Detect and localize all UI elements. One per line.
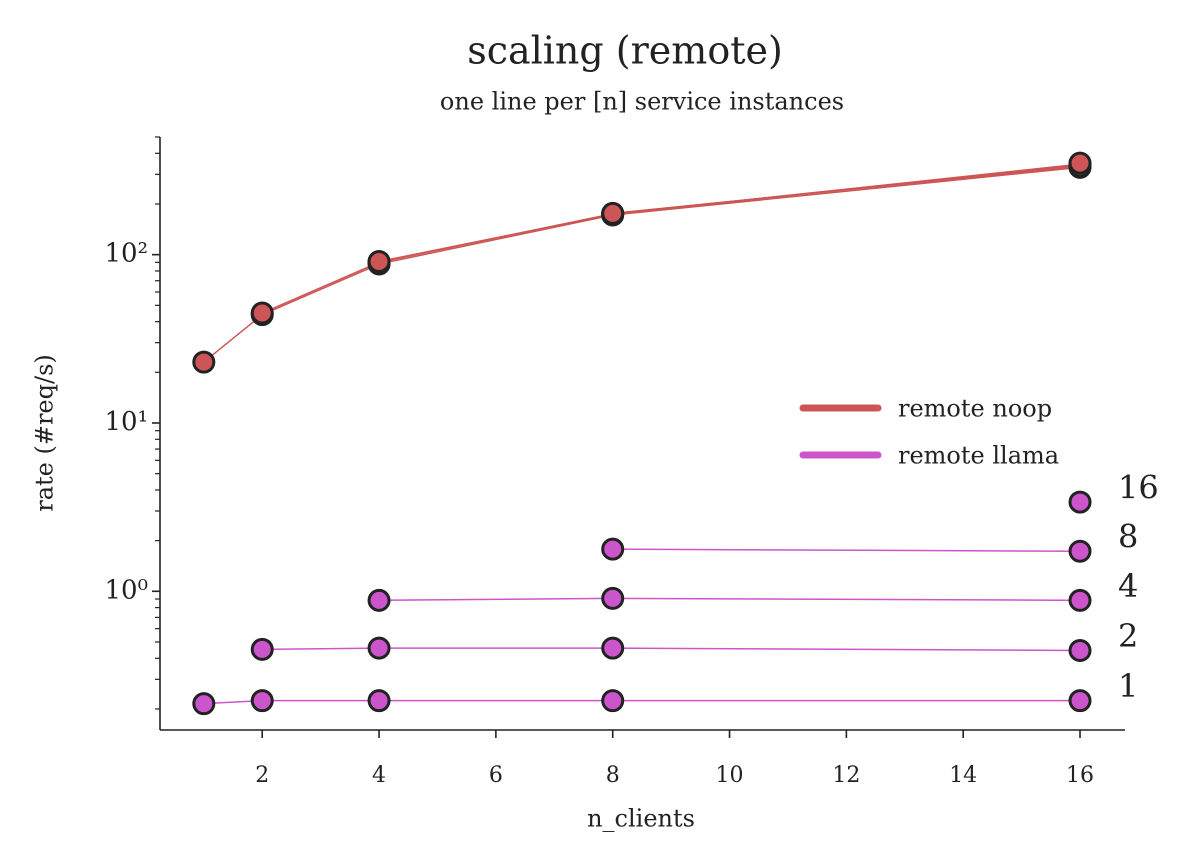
data-point xyxy=(1068,689,1092,713)
series-line xyxy=(612,165,1081,215)
data-point xyxy=(601,636,625,660)
y-tick-label: 10¹ xyxy=(104,407,148,437)
x-tick-label: 10 xyxy=(716,763,744,788)
x-tick-label: 8 xyxy=(606,763,620,788)
data-point xyxy=(250,689,274,713)
data-point xyxy=(1068,151,1092,175)
line-label: 8 xyxy=(1118,518,1138,556)
data-point xyxy=(601,689,625,713)
data-point xyxy=(1068,490,1092,514)
legend-label: remote llama xyxy=(898,442,1059,470)
line-label: 4 xyxy=(1118,567,1138,605)
data-point xyxy=(1068,588,1092,612)
data-point xyxy=(192,692,216,716)
data-point xyxy=(367,636,391,660)
data-point xyxy=(601,201,625,225)
series-line xyxy=(379,597,1081,602)
data-point xyxy=(1068,539,1092,563)
series-line xyxy=(262,647,1081,652)
line-label: 16 xyxy=(1118,469,1159,507)
series-line xyxy=(261,164,1081,314)
data-point xyxy=(601,537,625,561)
x-tick-label: 12 xyxy=(832,763,860,788)
data-point xyxy=(250,301,274,325)
series-line xyxy=(203,166,1081,363)
x-tick-label: 6 xyxy=(489,763,503,788)
line-label: 2 xyxy=(1118,617,1138,655)
data-point xyxy=(601,586,625,610)
chart-title: scaling (remote) xyxy=(467,29,783,73)
x-tick-label: 16 xyxy=(1066,763,1094,788)
x-tick-label: 2 xyxy=(255,763,269,788)
series-line xyxy=(203,699,1081,705)
data-point xyxy=(1068,639,1092,663)
y-axis-label: rate (#req/s) xyxy=(31,354,59,512)
legend-label: remote noop xyxy=(898,395,1052,423)
chart-subtitle: one line per [n] service instances xyxy=(440,88,844,116)
x-axis-label: n_clients xyxy=(587,805,695,833)
data-point xyxy=(367,250,391,274)
series-line xyxy=(612,548,1081,552)
data-point xyxy=(367,588,391,612)
data-point xyxy=(192,350,216,374)
y-tick-label: 10⁰ xyxy=(104,575,148,605)
data-point xyxy=(250,637,274,661)
y-tick-label: 10² xyxy=(104,239,148,269)
x-tick-label: 14 xyxy=(949,763,977,788)
data-point xyxy=(367,689,391,713)
line-label: 1 xyxy=(1118,667,1138,705)
x-tick-label: 4 xyxy=(372,763,386,788)
